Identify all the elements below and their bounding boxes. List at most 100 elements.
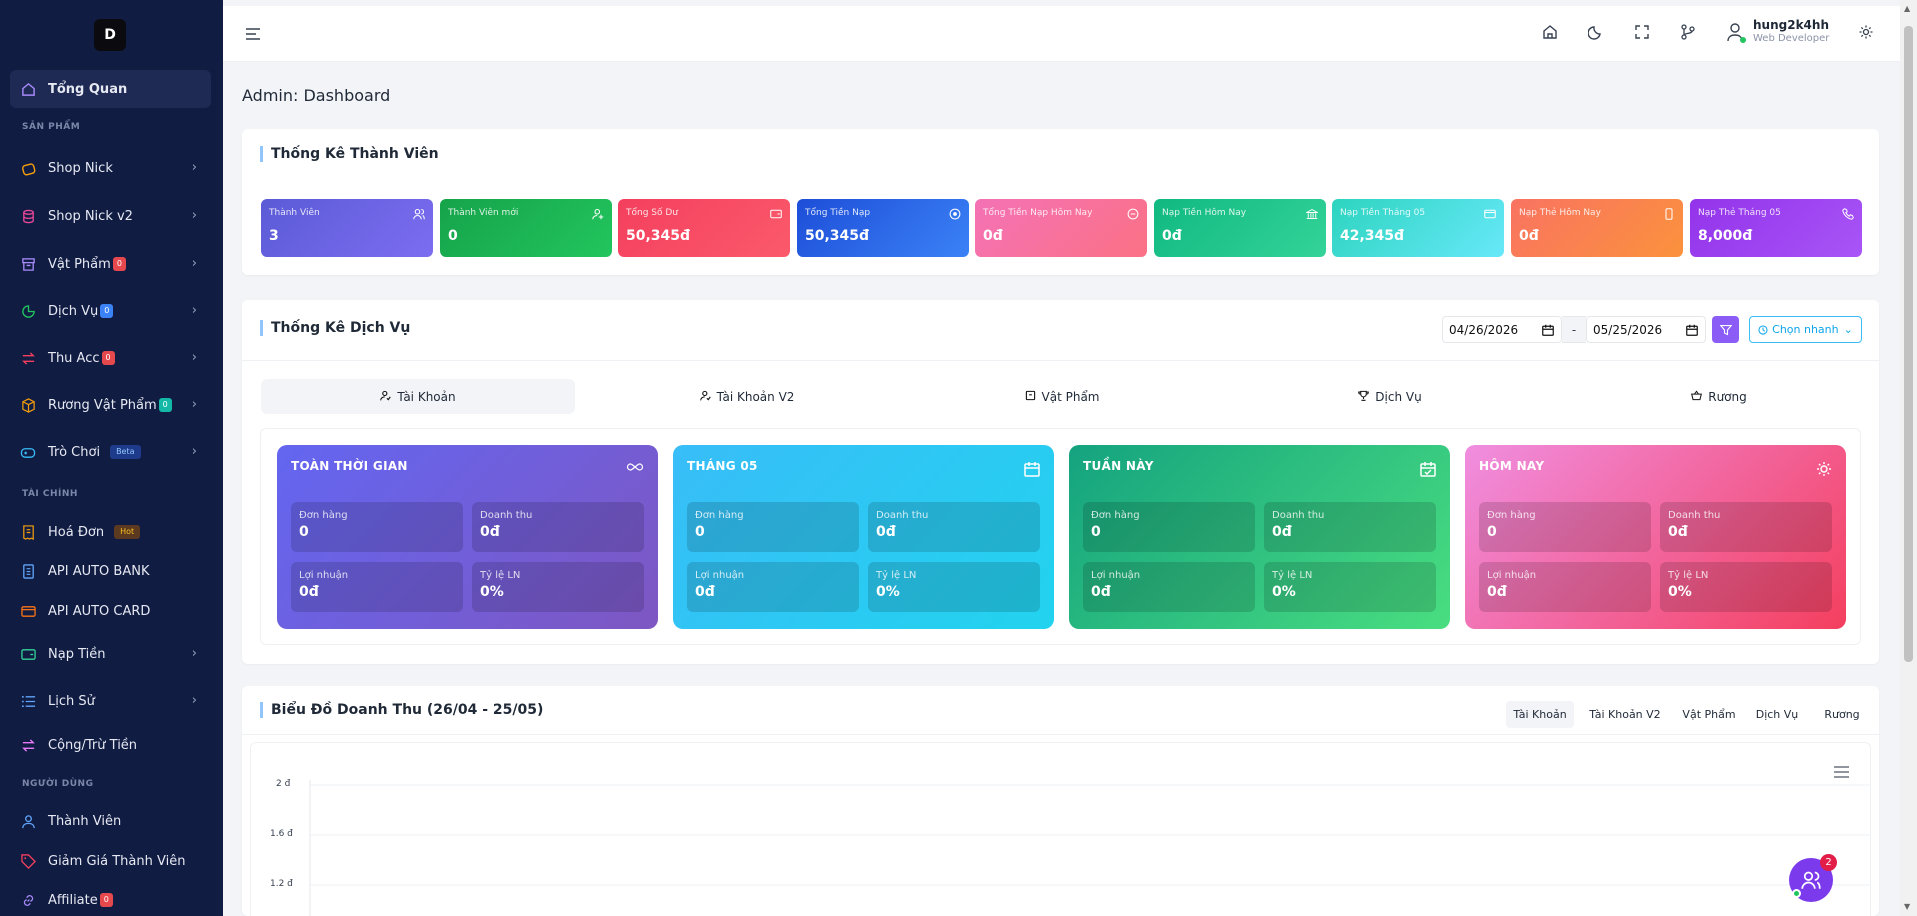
y-tick-label: 1.2 đ xyxy=(270,879,293,889)
scroll-down-icon[interactable]: ▼ xyxy=(1904,902,1911,911)
phone-icon xyxy=(1665,208,1673,220)
scroll-thumb[interactable] xyxy=(1904,26,1913,662)
chart-tab-chests[interactable]: Rương xyxy=(1824,708,1860,721)
period-card-all-time: TOÀN THỜI GIAN Đơn hàng 0 Doanh thu 0đ Lợi… xyxy=(277,445,658,629)
category-finance: TÀI CHÍNH xyxy=(22,489,78,499)
stat-card-total-deposit: Tổng Tiền Nạp 50,345đ xyxy=(797,199,969,257)
sidebar-item-item-chest[interactable]: Rương Vật Phẩm 0 › xyxy=(10,386,211,424)
stat-card-deposit-month: Nạp Tiền Tháng 05 42,345đ xyxy=(1332,199,1504,257)
sidebar-item-member-discount[interactable]: Giảm Giá Thành Viên xyxy=(10,842,211,880)
sidebar-item-shop-nick-v2[interactable]: Shop Nick v2 › xyxy=(10,197,211,235)
calendar-icon xyxy=(1686,324,1698,336)
period-card-month: THÁNG 05 Đơn hàng 0 Doanh thu 0đ Lợi nhuận… xyxy=(673,445,1054,629)
swap-icon xyxy=(20,350,36,366)
chevron-right-icon: › xyxy=(191,397,197,412)
sidebar: D Tổng Quan SẢN PHẨM Shop Nick › Shop Ni… xyxy=(0,0,223,916)
user-check-icon xyxy=(699,390,711,404)
scroll-up-icon[interactable]: ▲ xyxy=(1904,4,1911,13)
sidebar-item-affiliate[interactable]: Affiliate 0 xyxy=(10,881,211,916)
count-badge: 0 xyxy=(101,351,115,365)
chart-menu-icon[interactable] xyxy=(1834,763,1849,782)
tab-accounts[interactable]: Tài Khoản xyxy=(261,379,575,414)
chevron-right-icon: › xyxy=(191,350,197,365)
top-strip xyxy=(223,0,1900,6)
link-icon xyxy=(20,892,36,908)
stat-card-members: Thành Viên 3 xyxy=(261,199,433,257)
document-icon xyxy=(20,563,36,579)
period-card-today: HÔM NAY Đơn hàng 0 Doanh thu 0đ Lợi nhuận 0… xyxy=(1465,445,1846,629)
chart-tab-items[interactable]: Vật Phẩm xyxy=(1682,708,1736,721)
receipt-icon xyxy=(20,524,36,540)
chevron-right-icon: › xyxy=(191,444,197,459)
tag-icon xyxy=(20,853,36,869)
date-separator: - xyxy=(1562,316,1586,343)
settings-gear-icon[interactable] xyxy=(1858,24,1874,44)
gamepad-icon xyxy=(20,444,36,460)
sidebar-item-api-auto-card[interactable]: API AUTO CARD xyxy=(10,592,211,630)
date-from-input[interactable]: 04/26/2026 xyxy=(1442,316,1562,343)
list-icon xyxy=(20,693,36,709)
sun-icon xyxy=(1817,462,1831,476)
user-role: Web Developer xyxy=(1753,33,1830,44)
sidebar-item-shop-nick[interactable]: Shop Nick › xyxy=(10,149,211,187)
chart-tab-services[interactable]: Dịch Vụ xyxy=(1755,708,1799,721)
date-to-input[interactable]: 05/25/2026 xyxy=(1586,316,1706,343)
home-icon[interactable] xyxy=(1542,24,1558,44)
category-users: NGƯỜI DÙNG xyxy=(22,779,94,789)
chevron-down-icon: ⌄ xyxy=(1843,323,1853,336)
credit-card-icon xyxy=(20,603,36,619)
sidebar-item-services[interactable]: Dịch Vụ 0 › xyxy=(10,292,211,330)
filter-button[interactable] xyxy=(1712,316,1739,343)
sidebar-item-history[interactable]: Lịch Sử › xyxy=(10,682,211,720)
chevron-right-icon: › xyxy=(191,693,197,708)
menu-toggle-icon[interactable] xyxy=(245,26,261,45)
logo[interactable]: D xyxy=(94,19,126,51)
sidebar-item-items[interactable]: Vật Phẩm 0 › xyxy=(10,245,211,283)
count-badge: 0 xyxy=(158,398,172,412)
user-menu[interactable]: hung2k4hh Web Developer xyxy=(1725,19,1829,45)
sidebar-item-add-subtract-money[interactable]: Cộng/Trừ Tiền xyxy=(10,726,211,764)
revenue-chart-title: Biểu Đồ Doanh Thu (26/04 - 25/05) xyxy=(260,702,543,718)
sidebar-item-invoices[interactable]: Hoá Đơn Hot xyxy=(10,513,211,551)
quick-select-button[interactable]: Chọn nhanh ⌄ xyxy=(1749,316,1862,343)
sidebar-item-api-auto-bank[interactable]: API AUTO BANK xyxy=(10,552,211,590)
users-icon xyxy=(413,208,425,220)
pie-chart-icon xyxy=(20,303,36,319)
git-branch-icon[interactable] xyxy=(1680,24,1696,44)
online-status-dot xyxy=(1792,889,1801,898)
dark-mode-icon[interactable] xyxy=(1587,24,1604,44)
tab-services[interactable]: Dịch Vụ xyxy=(1233,379,1547,414)
chart-tab-accounts[interactable]: Tài Khoản xyxy=(1506,701,1574,728)
sidebar-item-games[interactable]: Trò Chơi Beta › xyxy=(10,433,211,471)
page-title: Admin: Dashboard xyxy=(242,86,391,105)
top-header: hung2k4hh Web Developer xyxy=(223,6,1900,62)
tab-accounts-v2[interactable]: Tài Khoản V2 xyxy=(590,379,904,414)
box-icon xyxy=(20,397,36,413)
tab-items[interactable]: Vật Phẩm xyxy=(905,379,1219,414)
y-tick-label: 1.6 đ xyxy=(270,829,293,839)
chevron-right-icon: › xyxy=(191,303,197,318)
wallet-icon xyxy=(20,646,36,662)
sidebar-item-members[interactable]: Thành Viên xyxy=(10,802,211,840)
user-icon xyxy=(20,813,36,829)
user-check-icon xyxy=(380,390,392,404)
archive-icon xyxy=(1025,390,1036,404)
page-scrollbar[interactable]: ▲ ▼ xyxy=(1900,0,1917,916)
basket-icon xyxy=(1691,390,1703,404)
sidebar-item-deposit[interactable]: Nạp Tiền › xyxy=(10,635,211,673)
service-stats-title: Thống Kê Dịch Vụ xyxy=(260,320,410,336)
stat-card-new-members: Thành Viên mới 0 xyxy=(440,199,612,257)
tab-chests[interactable]: Rương xyxy=(1562,379,1876,414)
stat-card-total-balance: Tổng Số Dư 50,345đ xyxy=(618,199,790,257)
chevron-right-icon: › xyxy=(191,160,197,175)
chart-tab-accounts-v2[interactable]: Tài Khoản V2 xyxy=(1589,708,1661,721)
count-badge: 0 xyxy=(99,893,113,907)
revenue-chart-card: Biểu Đồ Doanh Thu (26/04 - 25/05) xyxy=(242,686,1879,916)
sidebar-item-buy-acc[interactable]: Thu Acc 0 › xyxy=(10,339,211,377)
archive-icon xyxy=(20,256,36,272)
fullscreen-icon[interactable] xyxy=(1634,24,1650,44)
sidebar-item-overview[interactable]: Tổng Quan xyxy=(10,70,211,108)
chevron-right-icon: › xyxy=(191,208,197,223)
shopping-bag-icon xyxy=(20,160,36,176)
calendar-check-icon xyxy=(1420,462,1436,477)
